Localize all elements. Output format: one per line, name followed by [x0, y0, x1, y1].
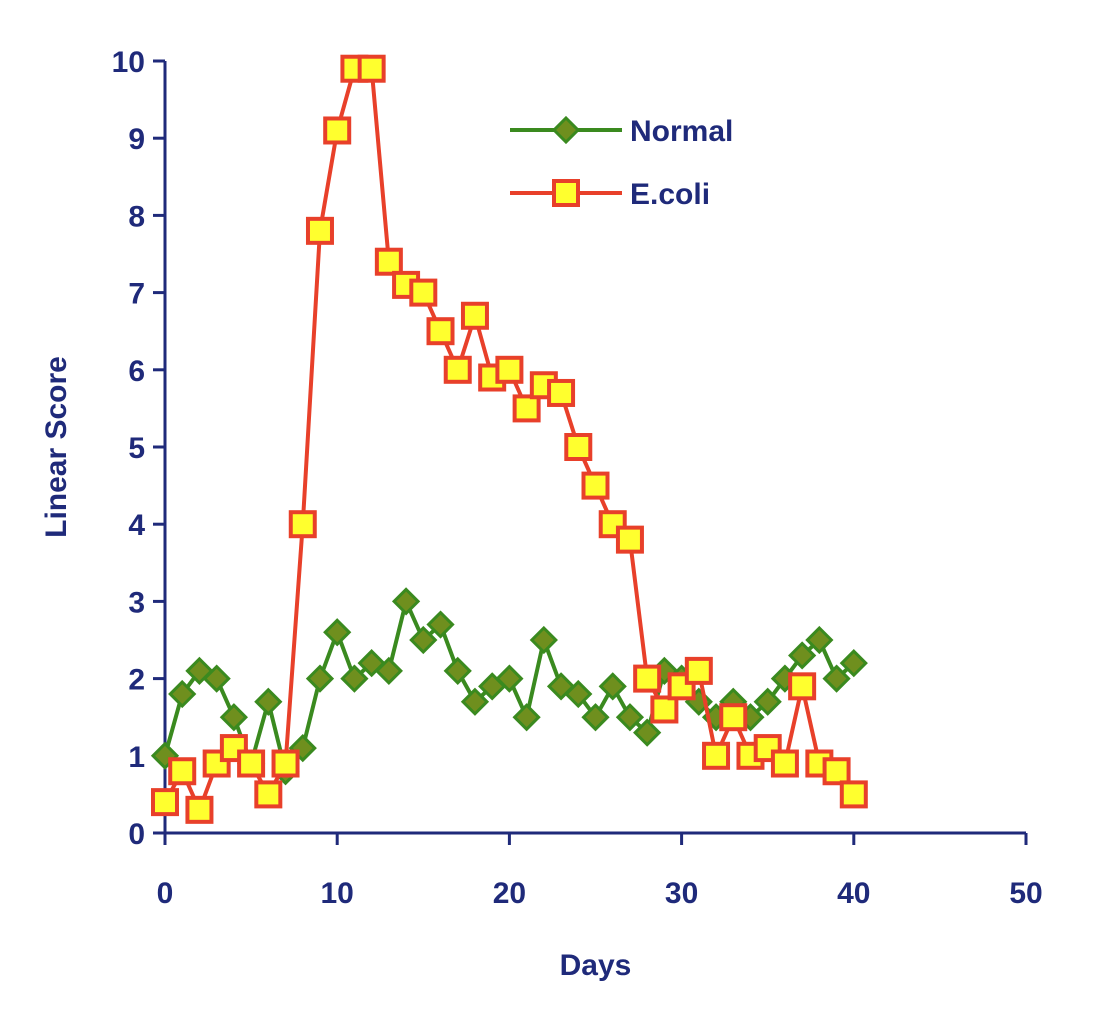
data-point [392, 270, 421, 299]
legend-item: E.coli [510, 178, 710, 211]
data-point [219, 703, 249, 732]
y-tick-label: 1 [128, 741, 145, 774]
data-point [788, 672, 817, 701]
data-point [340, 664, 369, 693]
data-point [305, 216, 334, 245]
x-tick-label: 20 [493, 877, 526, 910]
y-tick-label: 4 [128, 509, 145, 542]
data-point [839, 780, 868, 809]
data-point [512, 394, 541, 423]
y-axis-title: Linear Score [40, 356, 73, 538]
data-point [598, 510, 627, 539]
data-point [719, 703, 748, 732]
data-point [151, 788, 179, 817]
data-point [615, 703, 645, 732]
data-point [254, 780, 283, 809]
legend-label: E.coli [630, 178, 710, 211]
data-point [426, 317, 455, 346]
data-point [391, 587, 421, 616]
data-point [633, 718, 662, 747]
x-tick-label: 50 [1009, 877, 1042, 910]
data-point [168, 757, 197, 786]
data-point [529, 625, 558, 655]
y-tick-label: 8 [128, 200, 145, 233]
data-point [495, 664, 524, 693]
data-point [633, 664, 662, 693]
data-point [357, 54, 386, 83]
y-tick-label: 10 [112, 46, 145, 79]
data-point [564, 433, 593, 461]
legend-label: Normal [630, 115, 733, 148]
x-tick-label: 40 [837, 877, 870, 910]
data-point [598, 672, 627, 701]
data-point [822, 664, 851, 693]
data-point [684, 656, 713, 685]
y-tick-label: 5 [128, 432, 145, 465]
data-point [650, 695, 679, 724]
data-point [237, 749, 266, 778]
data-point [495, 355, 524, 384]
data-point [753, 687, 782, 716]
data-point [409, 278, 438, 307]
data-point [305, 664, 335, 693]
y-tick-label: 0 [128, 818, 145, 851]
data-point [822, 757, 851, 786]
data-point [512, 703, 541, 732]
data-point [805, 625, 834, 655]
data-point [254, 687, 283, 716]
data-point [443, 355, 472, 384]
y-tick-label: 3 [128, 586, 145, 619]
series-layer [150, 54, 868, 824]
data-point [702, 741, 731, 770]
y-tick-label: 2 [128, 664, 145, 697]
data-point [202, 664, 231, 693]
legend-marker [552, 179, 580, 207]
y-tick-label: 6 [128, 355, 145, 388]
data-point [564, 679, 593, 709]
data-point [323, 116, 352, 145]
data-point [426, 610, 455, 639]
data-point [788, 641, 817, 670]
data-point [374, 247, 403, 276]
data-point [323, 618, 352, 647]
data-point [288, 510, 317, 539]
data-point [219, 734, 248, 763]
data-point [271, 749, 300, 778]
data-point [185, 795, 214, 824]
data-point [615, 525, 644, 554]
x-tick-label: 0 [157, 877, 174, 910]
data-point [581, 471, 610, 500]
data-point [374, 656, 403, 686]
y-tick-label: 7 [128, 278, 145, 311]
legend-item: Normal [510, 115, 733, 148]
legend: Normal E.coli [510, 115, 733, 211]
y-tick-label: 9 [128, 123, 145, 156]
series-e-coli [151, 54, 868, 824]
data-point [839, 649, 868, 678]
x-axis-title: Days [560, 949, 632, 982]
axes: 0 1 2 3 4 5 6 7 8 9 10 0 10 20 30 40 50 [112, 46, 1043, 910]
data-point [409, 625, 438, 655]
data-point [443, 656, 472, 686]
data-point [460, 687, 490, 716]
data-point [547, 378, 576, 407]
x-tick-label: 10 [321, 877, 354, 910]
data-point [460, 301, 489, 330]
x-tick-label: 30 [665, 877, 698, 910]
data-point [581, 703, 610, 732]
data-point [168, 679, 197, 709]
legend-marker [551, 115, 581, 145]
data-point [770, 749, 799, 778]
